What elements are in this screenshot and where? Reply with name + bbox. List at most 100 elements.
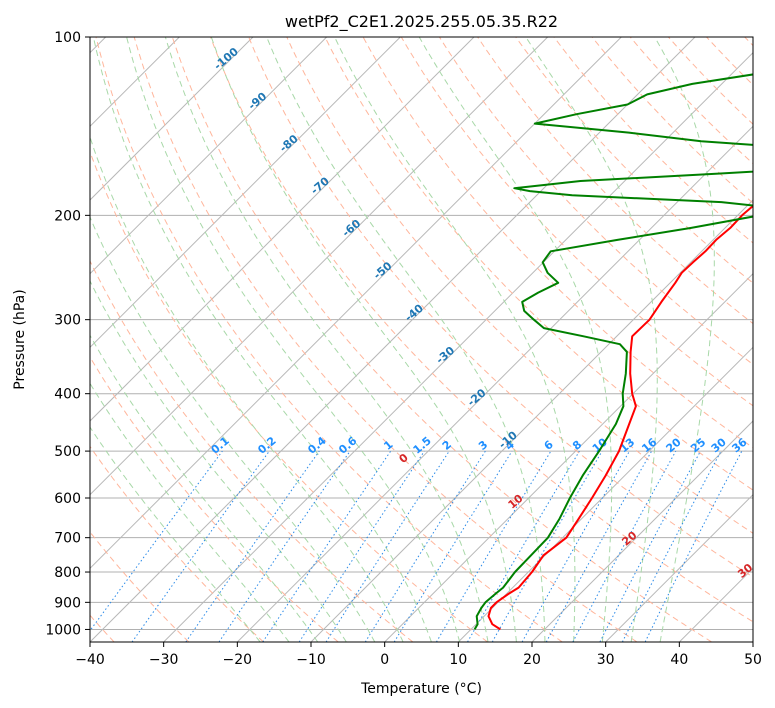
mixing-ratio-line [185, 450, 320, 642]
moist-adiabat-line [525, 37, 658, 642]
moist-adiabat-line [164, 37, 489, 642]
mixing-ratio-label: 0.4 [305, 434, 329, 457]
dry-adiabat-line [171, 37, 712, 642]
x-tick-label: −10 [296, 652, 326, 668]
y-tick-label: 300 [54, 313, 81, 329]
mixing-ratio-label: 36 [730, 435, 750, 455]
y-tick-label: 600 [54, 491, 81, 507]
dry-adiabat-line [210, 37, 753, 623]
dry-adiabat-label: 0 [397, 451, 411, 466]
isotherm-line [90, 37, 401, 349]
mixing-ratio-line [545, 450, 653, 642]
isotherm-label: -60 [340, 217, 364, 240]
mixing-ratio-lines [90, 450, 743, 642]
dry-adiabats [90, 37, 753, 642]
mixing-ratio-line [435, 450, 552, 642]
moist-adiabat-line [266, 37, 546, 642]
x-axis-ticks: −40 −30 −20 −10 0 10 20 30 40 50 [75, 642, 762, 668]
mixing-ratio-line [521, 450, 630, 642]
moist-adiabats [90, 37, 715, 642]
dry-adiabat-line [133, 37, 638, 642]
isotherm-label: -40 [402, 301, 426, 324]
x-tick-label: 0 [380, 652, 389, 668]
moist-adiabat-line [418, 37, 613, 642]
x-axis-label: Temperature (°C) [360, 681, 482, 697]
plot-area: 0.1 0.2 0.4 0.6 1 1.5 2 3 4 6 8 10 13 16 20 25 30 3601020… [90, 37, 753, 642]
dry-adiabat-line [706, 37, 753, 86]
moist-adiabat-line [90, 135, 404, 642]
x-tick-label: 20 [523, 652, 541, 668]
isotherm-line [90, 37, 254, 201]
mixing-ratio-line [599, 450, 701, 642]
x-tick-label: 10 [449, 652, 467, 668]
mixing-ratio-label: 1.5 [411, 434, 434, 456]
isotherm-line [90, 37, 549, 496]
isotherm-line [90, 37, 475, 422]
y-tick-label: 900 [54, 595, 81, 611]
isotherm-line [678, 567, 753, 642]
isotherm-line [531, 420, 753, 642]
moist-adiabat-line [210, 37, 517, 642]
dry-adiabat-line [90, 259, 414, 642]
mixing-ratio-label: 30 [709, 435, 729, 455]
isotherm-label: -70 [308, 174, 332, 197]
mixing-ratio-label: 0.6 [336, 434, 360, 457]
x-tick-label: 30 [597, 652, 615, 668]
isotherm-line [457, 346, 753, 642]
isotherm-label: -50 [371, 259, 395, 282]
mixing-ratio-line [131, 450, 270, 642]
isotherm-label: -30 [434, 344, 458, 367]
dry-adiabat-line [324, 37, 753, 491]
isotherm-grid [90, 37, 753, 642]
mixing-ratio-line [262, 450, 392, 642]
mixing-ratio-label: 16 [639, 435, 659, 455]
dry-adiabat-line [744, 37, 753, 47]
mixing-ratio-line [218, 450, 351, 642]
y-tick-label: 400 [54, 387, 81, 403]
mixing-ratio-label: 0.1 [209, 434, 232, 456]
moist-adiabat-line [90, 334, 319, 642]
isotherm-line [384, 272, 753, 642]
chart-title: wetPf2_C2E1.2025.255.05.35.R22 [285, 12, 558, 32]
y-axis-label: Pressure (hPa) [12, 289, 28, 389]
moist-adiabat-line [334, 37, 576, 642]
isotherm-line [752, 641, 753, 642]
y-tick-label: 500 [54, 444, 81, 460]
profile-lines [473, 73, 753, 631]
dry-adiabat-line [591, 37, 753, 204]
isotherm-label: -80 [277, 132, 301, 155]
dry-adiabat-line [668, 37, 753, 125]
mixing-ratio-line [90, 450, 223, 632]
mixing-ratio-label: 25 [688, 436, 708, 456]
dry-adiabat-line [286, 37, 753, 534]
moist-adiabat-line [90, 426, 261, 642]
isotherm-line [236, 125, 753, 642]
moist-adiabat-line [90, 215, 376, 642]
x-tick-label: −30 [149, 652, 179, 668]
isotherm-label: -20 [465, 386, 489, 409]
dry-adiabat-line [477, 37, 753, 325]
dry-adiabat-line [90, 150, 488, 642]
moist-adiabat-line [90, 382, 290, 642]
y-tick-label: 100 [54, 30, 81, 46]
dry-adiabat-line [248, 37, 753, 578]
dry-adiabat-line [90, 531, 190, 642]
y-tick-label: 200 [54, 208, 81, 224]
moist-adiabat-line [92, 37, 432, 642]
x-tick-label: 50 [744, 652, 762, 668]
isotherm-line [163, 51, 753, 642]
mixing-ratio-line [572, 450, 677, 642]
plot-frame [89, 36, 754, 643]
mixing-ratio-label: 20 [664, 435, 684, 455]
dry-adiabat-line [95, 37, 563, 642]
y-tick-label: 1000 [45, 622, 81, 638]
moist-adiabat-line [654, 37, 715, 642]
y-axis-ticks: 100 200 300 400 500 600 700 800 900 1000 [45, 30, 90, 638]
isotherm-line [310, 199, 753, 642]
mixing-ratio-line [393, 450, 513, 642]
mixing-ratio-label: 0.2 [255, 434, 278, 456]
x-tick-label: 40 [670, 652, 688, 668]
isobar-grid [90, 37, 753, 630]
dry-adiabat-line [90, 356, 339, 642]
